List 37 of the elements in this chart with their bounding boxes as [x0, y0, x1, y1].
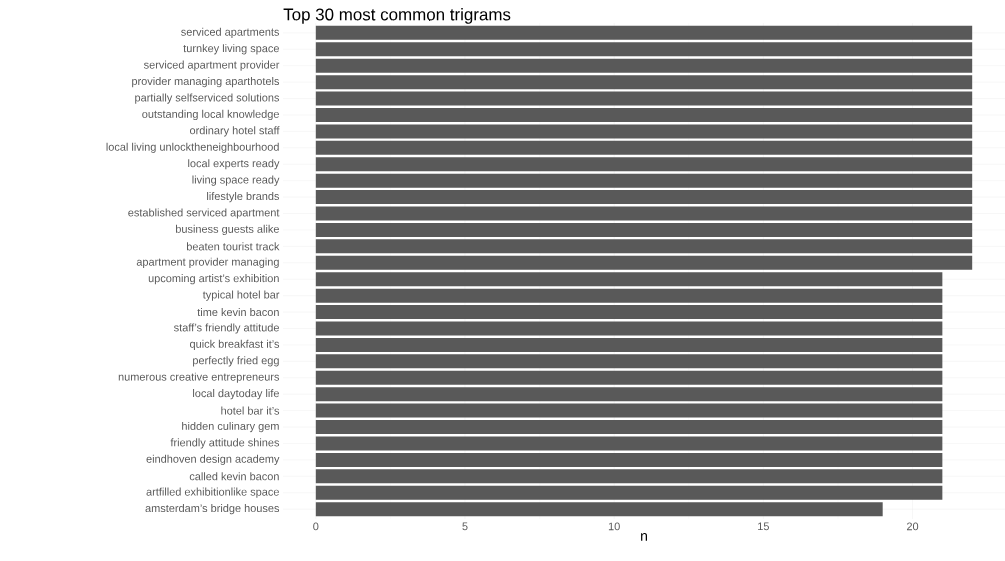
y-tick-label: serviced apartments	[181, 27, 280, 38]
y-tick-label: hidden culinary gem	[182, 421, 279, 433]
y-tick-label: beaten tourist track	[186, 242, 280, 251]
y-tick-label: serviced apartment provider	[143, 60, 280, 71]
y-tick-label: established serviced apartment	[128, 208, 280, 219]
chart-title: Top 30 most common trigrams	[283, 8, 511, 24]
y-tick-label: perfectly fried egg	[193, 356, 279, 367]
x-tick-label: 10	[608, 522, 620, 531]
y-tick-label: upcoming artist’s exhibition	[148, 274, 279, 285]
y-tick-label: lifestyle brands	[207, 191, 280, 203]
y-tick-label: hotel bar it’s	[221, 406, 280, 415]
x-tick-label: 0	[313, 522, 319, 531]
y-tick-label: apartment provider managing	[136, 257, 279, 268]
x-axis-title: n	[641, 533, 647, 541]
y-tick-label: time kevin bacon	[197, 308, 279, 317]
y-tick-label: artfilled exhibitionlike space	[146, 487, 279, 498]
y-tick-label: partially selfserviced solutions	[135, 93, 280, 104]
y-tick-label: ordinary hotel staff	[189, 126, 280, 137]
y-tick-label: turnkey living space	[183, 44, 279, 55]
y-tick-label: called kevin bacon	[189, 472, 279, 481]
y-tick-label: quick breakfast it’s	[189, 339, 280, 351]
y-tick-label: friendly attitude shines	[170, 438, 280, 449]
y-tick-label: eindhoven design academy	[146, 454, 280, 465]
y-tick-label: typical hotel bar	[202, 290, 280, 301]
y-tick-label: local living unlocktheneighbourhood	[106, 142, 279, 153]
y-tick-label: living space ready	[192, 175, 280, 186]
x-tick-label: 5	[462, 522, 468, 531]
y-tick-label: provider managing aparthotels	[132, 77, 280, 88]
y-tick-label: numerous creative entrepreneurs	[118, 372, 280, 383]
x-tick-label: 20	[906, 522, 919, 531]
y-tick-label: outstanding local knowledge	[142, 109, 279, 121]
y-tick-label: amsterdam’s bridge houses	[145, 504, 280, 515]
x-tick-label: 15	[758, 522, 769, 531]
y-tick-label: local daytoday life	[193, 389, 279, 400]
y-tick-label: business guests alike	[176, 224, 279, 236]
y-tick-label: local experts ready	[188, 159, 280, 170]
y-tick-label: staff’s friendly attitude	[174, 323, 279, 334]
